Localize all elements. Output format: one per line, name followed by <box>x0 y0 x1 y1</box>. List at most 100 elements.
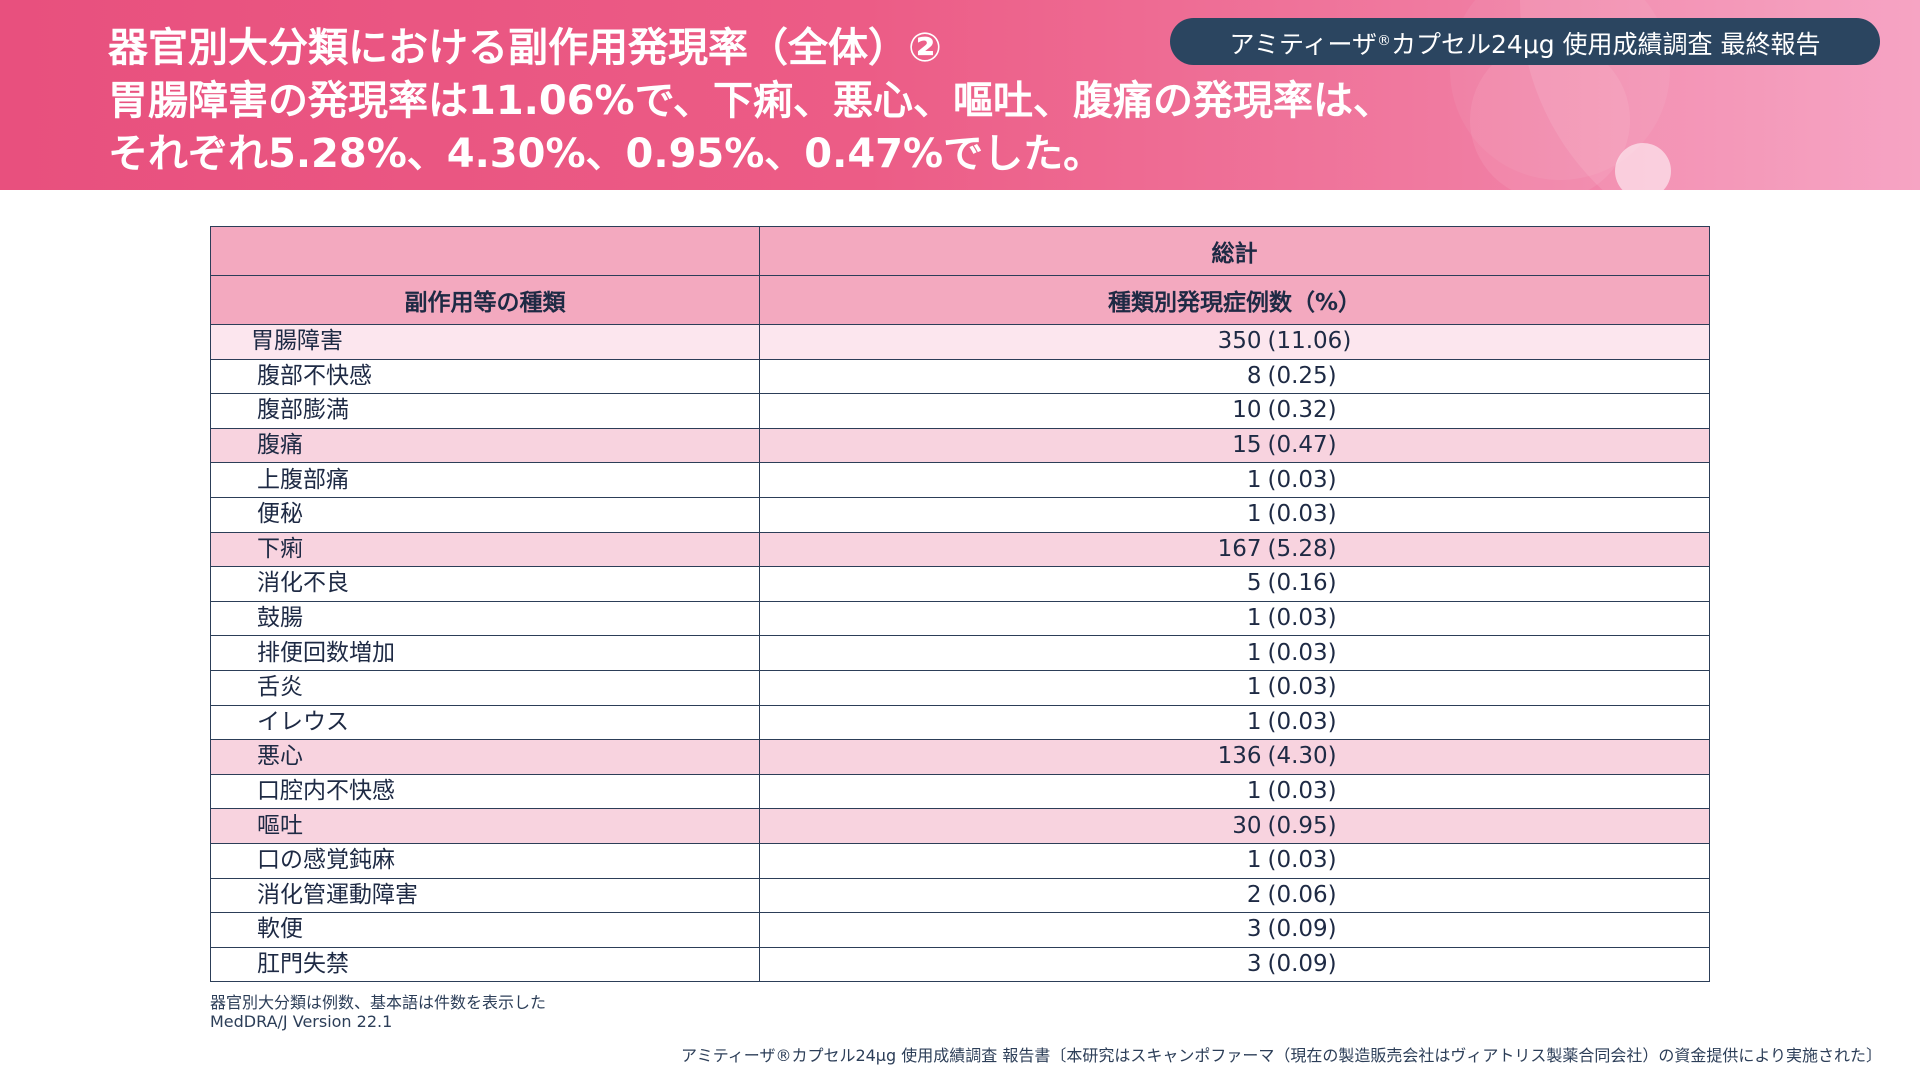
reaction-count-cell: 2 (0.06) <box>759 877 1710 914</box>
table-row: 嘔吐 30 (0.95) <box>210 808 1710 844</box>
case-count: 15 <box>1232 432 1262 459</box>
case-count: 1 <box>1246 778 1262 805</box>
reaction-count-cell: 3 (0.09) <box>759 912 1710 948</box>
reaction-name: 鼓腸 <box>210 600 760 637</box>
case-percent: (0.09) <box>1267 950 1337 977</box>
registered-mark: ® <box>1377 33 1392 49</box>
reaction-name: 下痢 <box>210 531 760 568</box>
note-line-1: 器官別大分類は例数、基本語は件数を表示した <box>210 993 547 1012</box>
reaction-name: 口腔内不快感 <box>210 773 760 810</box>
table-row: 胃腸障害 350 (11.06) <box>210 324 1710 360</box>
reaction-count-cell: 1 (0.03) <box>759 462 1710 498</box>
table-row: 消化管運動障害 2 (0.06) <box>210 877 1710 914</box>
reaction-name: 便秘 <box>210 496 760 533</box>
reaction-count-cell: 136 (4.30) <box>759 739 1710 775</box>
reaction-count-cell: 1 (0.03) <box>759 496 1710 533</box>
table-row: 便秘 1 (0.03) <box>210 496 1710 533</box>
case-count: 2 <box>1246 881 1262 908</box>
case-percent: (0.03) <box>1267 466 1337 493</box>
table-row: 腹部膨満 10 (0.32) <box>210 393 1710 429</box>
reaction-name: 腹部膨満 <box>210 393 760 429</box>
reaction-name: 舌炎 <box>210 669 760 706</box>
table-row: 下痢 167 (5.28) <box>210 531 1710 568</box>
case-percent: (0.03) <box>1267 605 1337 632</box>
table-row: 肛門失禁 3 (0.09) <box>210 946 1710 983</box>
table-notes: 器官別大分類は例数、基本語は件数を表示した MedDRA/J Version 2… <box>210 993 546 1031</box>
case-count: 1 <box>1246 847 1262 874</box>
reaction-name: 腹部不快感 <box>210 358 760 395</box>
case-count: 8 <box>1246 362 1262 389</box>
reaction-count-cell: 8 (0.25) <box>759 358 1710 395</box>
case-percent: (0.03) <box>1267 847 1337 874</box>
source-footer: アミティーザ®カプセル24μg 使用成績調査 報告書〔本研究はスキャンポファーマ… <box>681 1046 1882 1065</box>
title-line-1: 器官別大分類における副作用発現率（全体）② <box>108 25 942 71</box>
reaction-name: イレウス <box>210 704 760 741</box>
reaction-name: 肛門失禁 <box>210 946 760 983</box>
header-case-count: 種類別発現症例数（%） <box>759 275 1710 325</box>
table-row: 口腔内不快感 1 (0.03) <box>210 773 1710 810</box>
decorative-circle <box>1470 40 1630 190</box>
reaction-count-cell: 5 (0.16) <box>759 566 1710 602</box>
case-count: 1 <box>1246 605 1262 632</box>
badge-prefix: アミティーザ <box>1229 30 1378 59</box>
reaction-count-cell: 15 (0.47) <box>759 427 1710 464</box>
reaction-name: 胃腸障害 <box>210 324 760 360</box>
reaction-name: 嘔吐 <box>210 808 760 844</box>
title-line-2: 胃腸障害の発現率は11.06%で、下痢、悪心、嘔吐、腹痛の発現率は、 <box>108 78 1394 124</box>
reaction-count-cell: 1 (0.03) <box>759 773 1710 810</box>
case-count: 30 <box>1232 812 1262 839</box>
case-count: 167 <box>1217 535 1262 562</box>
table-row: 舌炎 1 (0.03) <box>210 669 1710 706</box>
table-body: 胃腸障害 350 (11.06) 腹部不快感 8 (0.25) 腹部膨満 10 (0.32) 腹痛… <box>210 324 1710 983</box>
case-count: 1 <box>1246 466 1262 493</box>
reaction-count-cell: 167 (5.28) <box>759 531 1710 568</box>
table-row: 排便回数増加 1 (0.03) <box>210 635 1710 671</box>
case-percent: (0.16) <box>1267 570 1337 597</box>
case-percent: (4.30) <box>1267 743 1337 770</box>
table-row: 軟便 3 (0.09) <box>210 912 1710 948</box>
reaction-name: 悪心 <box>210 739 760 775</box>
reaction-name: 口の感覚鈍麻 <box>210 842 760 879</box>
reaction-count-cell: 3 (0.09) <box>759 946 1710 983</box>
case-percent: (0.25) <box>1267 362 1337 389</box>
page-title: 器官別大分類における副作用発現率（全体）② 胃腸障害の発現率は11.06%で、下… <box>108 22 1393 181</box>
report-badge: アミティーザ®カプセル24μg 使用成績調査 最終報告 <box>1170 18 1880 65</box>
table-row: イレウス 1 (0.03) <box>210 704 1710 741</box>
badge-suffix: カプセル24μg 使用成績調査 最終報告 <box>1391 30 1821 59</box>
reaction-count-cell: 10 (0.32) <box>759 393 1710 429</box>
note-line-2: MedDRA/J Version 22.1 <box>210 1012 393 1031</box>
table-row: 腹部不快感 8 (0.25) <box>210 358 1710 395</box>
case-percent: (11.06) <box>1267 328 1352 355</box>
table-row: 鼓腸 1 (0.03) <box>210 600 1710 637</box>
case-percent: (0.09) <box>1267 916 1337 943</box>
case-percent: (0.95) <box>1267 812 1337 839</box>
reaction-name: 消化管運動障害 <box>210 877 760 914</box>
case-percent: (0.03) <box>1267 778 1337 805</box>
case-percent: (0.03) <box>1267 708 1337 735</box>
case-percent: (5.28) <box>1267 535 1337 562</box>
case-count: 5 <box>1246 570 1262 597</box>
case-percent: (0.32) <box>1267 397 1337 424</box>
table-row: 口の感覚鈍麻 1 (0.03) <box>210 842 1710 879</box>
reaction-count-cell: 350 (11.06) <box>759 324 1710 360</box>
case-count: 1 <box>1246 674 1262 701</box>
reaction-name: 軟便 <box>210 912 760 948</box>
case-percent: (0.03) <box>1267 639 1337 666</box>
reaction-count-cell: 1 (0.03) <box>759 600 1710 637</box>
table-row: 消化不良 5 (0.16) <box>210 566 1710 602</box>
decorative-circle <box>1615 143 1671 190</box>
title-line-3: それぞれ5.28%、4.30%、0.95%、0.47%でした。 <box>108 131 1104 177</box>
reaction-count-cell: 1 (0.03) <box>759 704 1710 741</box>
reaction-count-cell: 1 (0.03) <box>759 669 1710 706</box>
case-count: 1 <box>1246 708 1262 735</box>
case-count: 3 <box>1246 950 1262 977</box>
case-count: 350 <box>1217 328 1262 355</box>
case-count: 136 <box>1217 743 1262 770</box>
reaction-name: 上腹部痛 <box>210 462 760 498</box>
reaction-name: 排便回数増加 <box>210 635 760 671</box>
case-count: 3 <box>1246 916 1262 943</box>
header-total: 総計 <box>759 226 1710 276</box>
reaction-count-cell: 1 (0.03) <box>759 842 1710 879</box>
case-percent: (0.47) <box>1267 432 1337 459</box>
header-banner: 器官別大分類における副作用発現率（全体）② 胃腸障害の発現率は11.06%で、下… <box>0 0 1920 190</box>
